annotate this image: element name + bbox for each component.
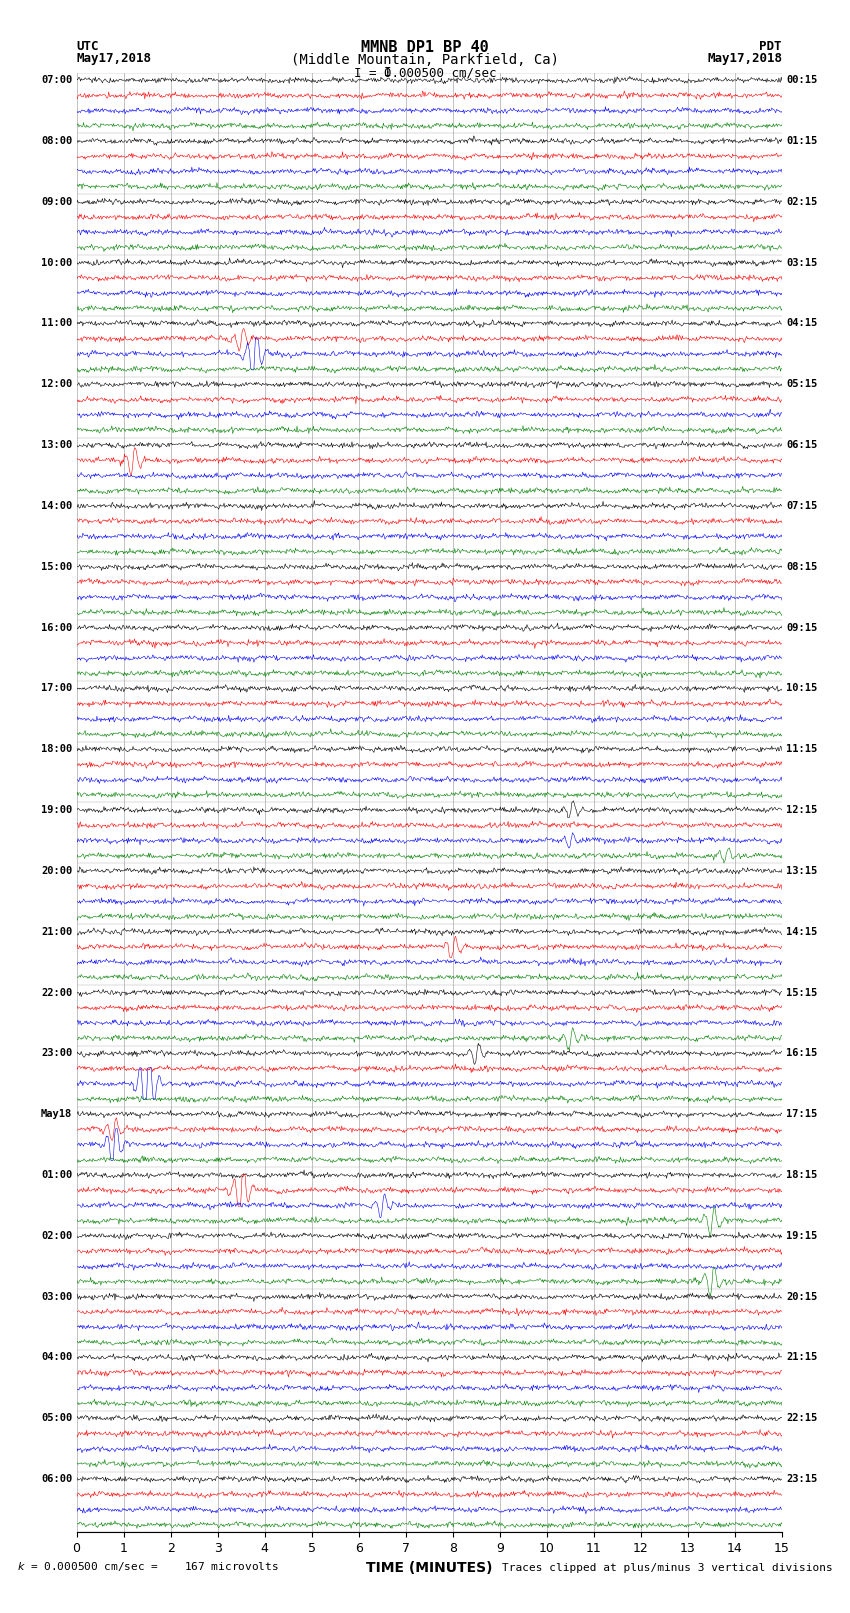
Text: PDT: PDT <box>760 40 782 53</box>
Text: 05:15: 05:15 <box>786 379 818 389</box>
Text: 23:15: 23:15 <box>786 1474 818 1484</box>
Text: 23:00: 23:00 <box>41 1048 72 1058</box>
Text: 11:00: 11:00 <box>41 318 72 329</box>
Text: 06:15: 06:15 <box>786 440 818 450</box>
Text: 08:15: 08:15 <box>786 561 818 571</box>
Text: 17:15: 17:15 <box>786 1110 818 1119</box>
Text: 21:15: 21:15 <box>786 1352 818 1363</box>
Text: 04:00: 04:00 <box>41 1352 72 1363</box>
Text: 21:00: 21:00 <box>41 927 72 937</box>
Text: 08:00: 08:00 <box>41 135 72 147</box>
Text: 22:00: 22:00 <box>41 987 72 997</box>
Text: 02:00: 02:00 <box>41 1231 72 1240</box>
Text: (Middle Mountain, Parkfield, Ca): (Middle Mountain, Parkfield, Ca) <box>291 53 559 68</box>
Text: May18: May18 <box>41 1110 72 1119</box>
Text: 01:00: 01:00 <box>41 1169 72 1181</box>
Text: 12:00: 12:00 <box>41 379 72 389</box>
Text: 02:15: 02:15 <box>786 197 818 206</box>
Text: 16:15: 16:15 <box>786 1048 818 1058</box>
X-axis label: TIME (MINUTES): TIME (MINUTES) <box>366 1561 492 1574</box>
Text: May17,2018: May17,2018 <box>76 52 151 65</box>
Text: 14:15: 14:15 <box>786 927 818 937</box>
Text: 10:00: 10:00 <box>41 258 72 268</box>
Text: $\mathit{k}$ = 0.000500 cm/sec =    167 microvolts: $\mathit{k}$ = 0.000500 cm/sec = 167 mic… <box>17 1560 279 1573</box>
Text: 14:00: 14:00 <box>41 502 72 511</box>
Text: 07:15: 07:15 <box>786 502 818 511</box>
Text: Traces clipped at plus/minus 3 vertical divisions: Traces clipped at plus/minus 3 vertical … <box>502 1563 833 1573</box>
Text: 15:00: 15:00 <box>41 561 72 571</box>
Text: 03:00: 03:00 <box>41 1292 72 1302</box>
Text: 00:15: 00:15 <box>786 76 818 85</box>
Text: 13:15: 13:15 <box>786 866 818 876</box>
Text: 16:00: 16:00 <box>41 623 72 632</box>
Text: 17:00: 17:00 <box>41 684 72 694</box>
Text: 22:15: 22:15 <box>786 1413 818 1423</box>
Text: 06:00: 06:00 <box>41 1474 72 1484</box>
Text: UTC: UTC <box>76 40 99 53</box>
Text: 01:15: 01:15 <box>786 135 818 147</box>
Text: I: I <box>383 66 391 79</box>
Text: 19:00: 19:00 <box>41 805 72 815</box>
Text: I = 0.000500 cm/sec: I = 0.000500 cm/sec <box>354 66 496 79</box>
Text: 20:00: 20:00 <box>41 866 72 876</box>
Text: 09:00: 09:00 <box>41 197 72 206</box>
Text: 18:00: 18:00 <box>41 744 72 755</box>
Text: 04:15: 04:15 <box>786 318 818 329</box>
Text: 15:15: 15:15 <box>786 987 818 997</box>
Text: 09:15: 09:15 <box>786 623 818 632</box>
Text: 13:00: 13:00 <box>41 440 72 450</box>
Text: 11:15: 11:15 <box>786 744 818 755</box>
Text: 10:15: 10:15 <box>786 684 818 694</box>
Text: 07:00: 07:00 <box>41 76 72 85</box>
Text: MMNB DP1 BP 40: MMNB DP1 BP 40 <box>361 40 489 55</box>
Text: 18:15: 18:15 <box>786 1169 818 1181</box>
Text: 12:15: 12:15 <box>786 805 818 815</box>
Text: 20:15: 20:15 <box>786 1292 818 1302</box>
Text: 05:00: 05:00 <box>41 1413 72 1423</box>
Text: May17,2018: May17,2018 <box>707 52 782 65</box>
Text: 19:15: 19:15 <box>786 1231 818 1240</box>
Text: 03:15: 03:15 <box>786 258 818 268</box>
